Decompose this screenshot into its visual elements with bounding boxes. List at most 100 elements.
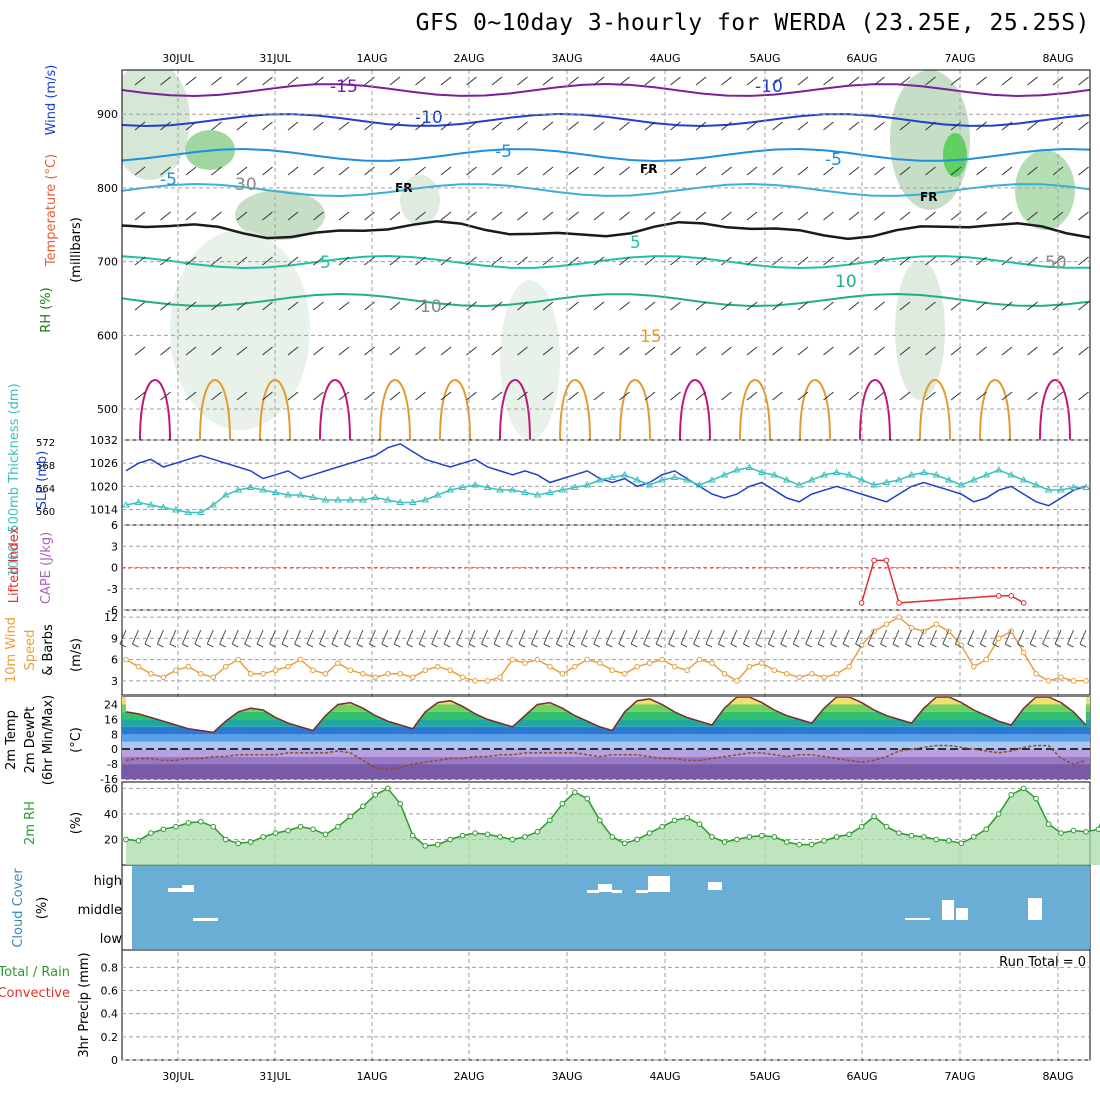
wind-barb (160, 121, 171, 131)
wind-barb (746, 211, 758, 221)
y-tick-label: 1026 (90, 457, 118, 470)
wind-barb (950, 76, 962, 86)
wind-barb (721, 346, 732, 356)
wind-barb (867, 629, 875, 645)
wind-barb (1001, 166, 1013, 176)
wind-speed-series-marker (459, 674, 466, 681)
wind-barb (848, 211, 860, 221)
thickness-series-marker (820, 471, 829, 478)
wind-barb (542, 256, 554, 266)
wind-barb (721, 391, 732, 401)
rh-series-marker (883, 823, 890, 830)
wind-barb (364, 76, 375, 86)
cloud-bar (587, 890, 599, 893)
wind-barb (695, 391, 707, 401)
rh-series-marker (833, 834, 840, 840)
wind-barb (287, 301, 299, 311)
wind-barb (393, 629, 401, 645)
y-tick-label: 6 (111, 654, 118, 667)
wind-speed-series-marker (385, 670, 391, 677)
wind-barb (1017, 643, 1024, 648)
wind-barb (456, 629, 464, 645)
wind-barb (394, 643, 401, 648)
y-tick-label: 572 (36, 438, 55, 449)
wind-barb (1027, 166, 1038, 176)
wind-barb (364, 211, 375, 221)
wind-barb (1027, 346, 1038, 356)
rh-series-marker (1020, 785, 1027, 792)
temperature-contour (859, 379, 891, 440)
wind-barb (160, 346, 171, 356)
temperature-contour (122, 182, 1090, 198)
wind-barb (236, 301, 248, 311)
cloud-bar (648, 876, 670, 892)
thickness-series-marker (944, 476, 953, 483)
thickness-series-marker (570, 483, 579, 490)
wind-barb (1029, 629, 1037, 645)
rh-series-marker (684, 814, 690, 821)
wind-barb (481, 643, 488, 648)
wind-barb (721, 121, 732, 131)
ylabel-cape: CAPE (J/kg) (39, 532, 54, 604)
wind-barb (823, 211, 834, 221)
panel-frame (121, 949, 1091, 1061)
wind-barb (746, 121, 758, 131)
wind-speed-series-marker (210, 674, 217, 681)
rh-series-marker (123, 836, 129, 843)
wind-speed-series-marker (970, 663, 977, 670)
wind-barb (389, 301, 401, 311)
thickness-series-marker (857, 476, 866, 483)
wind-speed-series-marker (759, 660, 765, 666)
wind-barb (364, 121, 375, 131)
wind-speed-series-marker (185, 663, 192, 670)
contour-label: -15 (330, 77, 358, 97)
wind-speed-series-marker (285, 663, 291, 670)
wind-barb (518, 643, 526, 648)
thickness-series-marker (371, 493, 380, 500)
contour-label: 5 (630, 233, 641, 253)
wind-barb (568, 211, 579, 221)
wind-barb (668, 629, 676, 645)
wind-barb (156, 629, 164, 645)
wind-barb (415, 301, 426, 311)
wind-barb (1042, 629, 1050, 645)
wind-barb (369, 643, 376, 648)
wind-barb (619, 166, 630, 176)
wind-barb (950, 211, 962, 221)
thickness-series-marker (708, 476, 716, 483)
wind-barb (967, 629, 975, 645)
wind-speed-series-marker (447, 667, 453, 674)
y-tick-label: 0.8 (101, 961, 119, 974)
wind-speed-series-marker (995, 635, 1002, 642)
wind-barb (1001, 121, 1013, 131)
rh-series-marker (621, 840, 628, 847)
rh-series-marker (808, 841, 815, 848)
wind-barb (772, 121, 783, 131)
wind-barb (287, 121, 299, 131)
y-tick-label: 60 (104, 782, 118, 795)
wind-barb (389, 391, 401, 401)
y-tick-label: 568 (36, 461, 55, 472)
thickness-series-marker (608, 473, 617, 480)
thickness-series-marker (296, 491, 305, 498)
wind-barb (406, 643, 413, 648)
wind-barb (644, 166, 656, 176)
wind-barb (1001, 211, 1013, 221)
thickness-series-marker (521, 488, 529, 495)
wind-barb (992, 629, 1000, 645)
thickness-series-marker (882, 478, 891, 485)
y-tick-label: 0 (111, 1054, 118, 1067)
wind-barb (746, 346, 758, 356)
wind-speed-series-marker (1033, 670, 1039, 677)
wind-barb (211, 256, 222, 266)
wind-barb (415, 256, 426, 266)
wind-barb (381, 629, 389, 645)
wind-speed-series-marker (1070, 678, 1077, 684)
wind-barb (721, 211, 732, 221)
wind-barb (364, 256, 375, 266)
wind-barb (418, 643, 426, 648)
wind-barb (950, 256, 962, 266)
wind-barb (568, 391, 579, 401)
cloud-bar (942, 900, 954, 920)
y-tick-label: 40 (104, 808, 118, 821)
